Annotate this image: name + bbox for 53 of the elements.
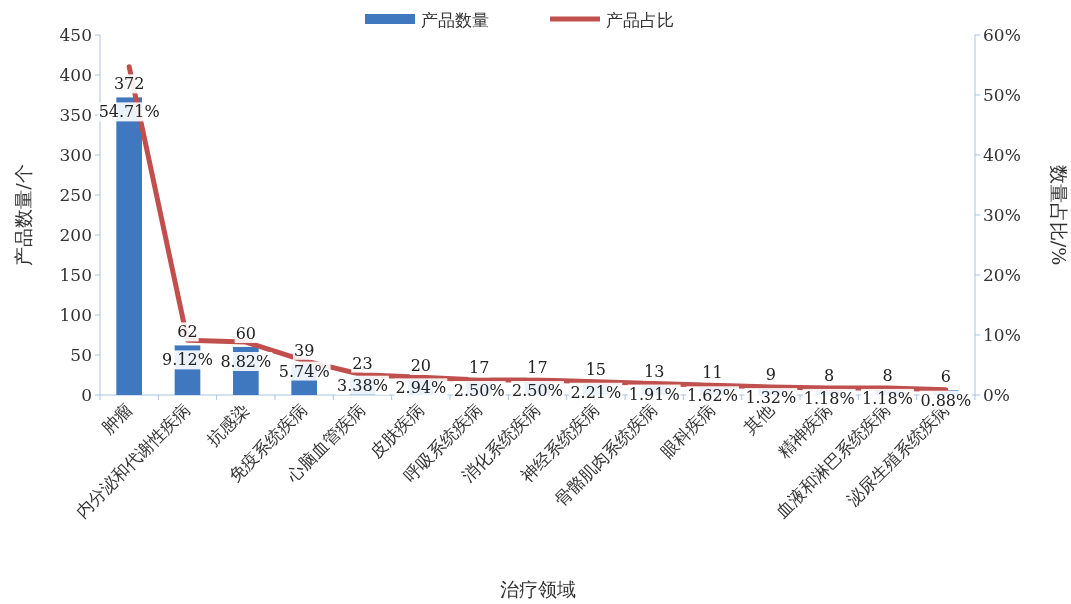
y2-tick-label: 40% <box>983 145 1021 165</box>
data-label: 54.71% <box>98 102 160 122</box>
x-tick-label: 肿瘤 <box>97 399 136 438</box>
y-tick-label: 350 <box>59 105 92 125</box>
data-label: 1.91% <box>628 384 680 404</box>
data-label: 1.32% <box>745 388 797 408</box>
data-label: 8 <box>824 365 835 385</box>
data-label: 20 <box>410 356 432 375</box>
data-label: 60 <box>235 324 257 343</box>
data-label: 1.18% <box>862 388 913 408</box>
data-label: 2.21% <box>570 382 622 402</box>
data-label: 39 <box>293 340 315 360</box>
y2-tick-label: 30% <box>983 205 1021 225</box>
legend-label: 产品占比 <box>606 10 674 30</box>
y-tick-label: 300 <box>59 145 92 165</box>
data-label: 9.12% <box>162 350 213 370</box>
data-label: 3.38% <box>337 375 388 395</box>
data-label: 13 <box>643 361 665 381</box>
y-tick-label: 100 <box>59 305 92 325</box>
y2-axis-title: 数量占比/% <box>1048 164 1070 266</box>
data-label: 8 <box>882 365 893 385</box>
data-label: 8.82% <box>220 352 272 371</box>
y2-tick-label: 20% <box>983 265 1021 285</box>
data-label: 5.74% <box>278 361 330 381</box>
y2-tick-label: 60% <box>983 25 1021 45</box>
y-tick-label: 250 <box>59 185 92 205</box>
x-tick-label: 抗感染 <box>202 399 253 450</box>
y2-tick-label: 0% <box>983 385 1010 405</box>
data-label: 6 <box>940 367 951 387</box>
y-tick-label: 450 <box>59 25 92 45</box>
data-label: 2.50% <box>512 381 563 400</box>
data-label: 9 <box>765 364 776 384</box>
y-tick-label: 150 <box>59 265 92 285</box>
y-tick-label: 0 <box>81 385 92 405</box>
y2-tick-label: 10% <box>983 325 1021 345</box>
y2-tick-label: 50% <box>983 85 1021 105</box>
data-label: 11 <box>702 363 723 383</box>
data-label: 2.50% <box>453 381 505 400</box>
data-label: 1.18% <box>803 388 855 408</box>
data-label: 1.62% <box>687 386 738 406</box>
data-label: 2.94% <box>395 378 447 398</box>
y-axis-title: 产品数量/个 <box>12 164 34 266</box>
data-label: 17 <box>527 358 548 378</box>
y-tick-label: 400 <box>59 65 92 85</box>
data-label: 17 <box>468 358 490 378</box>
x-axis-title: 治疗领域 <box>499 578 576 600</box>
y-tick-label: 200 <box>59 225 92 245</box>
legend-label: 产品数量 <box>421 10 489 30</box>
data-label: 62 <box>177 322 198 342</box>
data-label: 372 <box>113 74 145 94</box>
data-label: 23 <box>352 353 373 373</box>
data-label: 15 <box>585 360 607 379</box>
y-tick-label: 50 <box>70 345 92 365</box>
